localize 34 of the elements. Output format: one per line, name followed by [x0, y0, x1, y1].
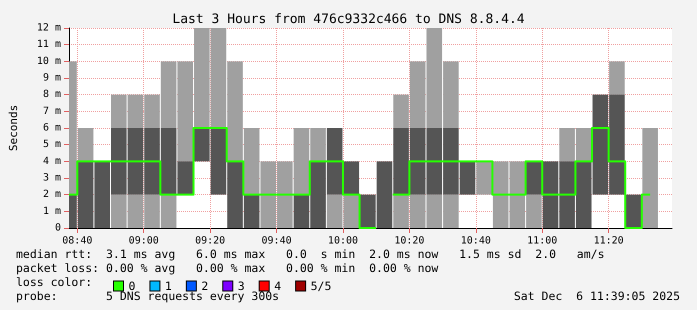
y-tick-label: 7 m: [42, 106, 61, 117]
bar: [343, 161, 360, 195]
bar: [609, 61, 625, 95]
y-tick-label: 12 m: [36, 22, 61, 34]
text: median rtt: 3.1 ms avg 6.0 ms max 0.0 s min 2.0 ms now 1.5 ms sd 2.0 am/s: [16, 247, 605, 261]
y-tick-label: 10 m: [36, 56, 61, 67]
x-tick-label: 10:40: [460, 236, 491, 246]
y-tick-label: 11 m: [36, 39, 61, 50]
text: Sat Dec 6 11:39:05 2025: [514, 289, 680, 303]
y-tick-label: 8 m: [42, 89, 61, 100]
x-tick-label: 09:40: [262, 236, 292, 246]
y-tick-label: 0: [54, 222, 61, 234]
y-tick-label: 2 m: [42, 189, 61, 200]
x-tick-label: 08:40: [62, 236, 92, 246]
x-tick-label: 09:20: [195, 236, 226, 246]
bar: [642, 128, 658, 228]
text: packet loss: 0.00 % avg 0.00 % max 0.00 % min 0.00 % now: [16, 261, 438, 275]
y-tick-label: 5 m: [42, 139, 61, 150]
bar: [626, 194, 642, 228]
chart-title: Last 3 Hours from 476c9332c466 to DNS 8.8.4.4: [172, 12, 525, 27]
y-tick-label: 4 m: [42, 156, 61, 167]
bar: [476, 161, 492, 195]
x-tick-label: 10:00: [328, 236, 358, 246]
y-tick-label: 9 m: [42, 72, 61, 84]
y-tick-label: 1 m: [42, 206, 61, 217]
legend-title: loss color:: [16, 275, 92, 289]
y-tick-label: 6 m: [42, 122, 61, 134]
y-tick-label: 3 m: [42, 172, 61, 184]
legend-label: 5/5: [310, 279, 332, 293]
x-tick-label: 11:00: [527, 236, 558, 246]
x-tick-label: 11:20: [594, 236, 624, 246]
y-axis-title: Seconds: [7, 104, 20, 152]
x-tick-label: 09:00: [128, 236, 159, 246]
x-tick-label: 10:20: [394, 236, 424, 246]
